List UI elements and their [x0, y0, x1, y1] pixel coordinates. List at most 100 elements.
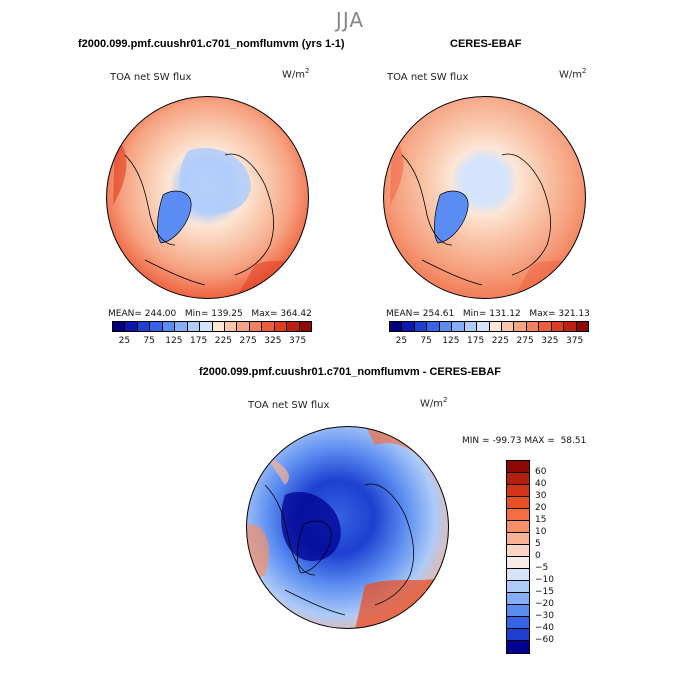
colorbar-swatch — [262, 322, 275, 331]
panel3-units: W/m2 — [420, 396, 448, 410]
colorbar-tick-label: 25 — [395, 336, 408, 346]
colorbar-tick-label: 25 — [118, 336, 131, 346]
colorbar-tick-label: 75 — [420, 336, 432, 346]
colorbar-tick-label: −60 — [535, 635, 554, 645]
colorbar-swatch — [274, 322, 288, 331]
panel1-greenland — [157, 191, 192, 243]
colorbar-swatch — [539, 322, 552, 331]
colorbar-swatch — [224, 322, 238, 331]
colorbar-tick-label: 0 — [535, 551, 541, 561]
colorbar-tick-label: 60 — [535, 467, 547, 477]
colorbar-tick-label: 125 — [165, 336, 183, 346]
colorbar-swatch — [200, 322, 213, 331]
difference-title: f2000.099.pmf.cuushr01.c701_nomflumvm - … — [199, 366, 501, 378]
colorbar-swatch — [564, 322, 577, 331]
colorbar-tick-label: 125 — [442, 336, 460, 346]
colorbar-swatch — [507, 509, 529, 521]
panel2-greenland — [434, 191, 469, 243]
colorbar-tick-label: −10 — [535, 575, 554, 585]
panel1-variable: TOA net SW flux — [110, 72, 192, 83]
colorbar-swatch — [125, 322, 138, 331]
colorbar-tick-label: 40 — [535, 479, 547, 489]
colorbar-swatch — [507, 545, 529, 557]
colorbar-swatch — [187, 322, 201, 331]
colorbar-tick-label: 325 — [541, 336, 559, 346]
panel3-map — [246, 426, 449, 629]
panel3-dark-anomaly — [281, 491, 341, 561]
colorbar-tick-label: 15 — [535, 515, 547, 525]
colorbar-swatch — [507, 617, 529, 629]
colorbar-tick-label: 175 — [190, 336, 208, 346]
colorbar-tick-label: 275 — [239, 336, 257, 346]
colorbar-swatch — [507, 605, 529, 617]
colorbar-tick-label: 275 — [516, 336, 534, 346]
panel2-colorbar-ticks: 25 75 125 175 225 275 325 375 — [389, 336, 587, 348]
colorbar-swatch — [507, 461, 529, 473]
panel2-map — [383, 96, 586, 299]
colorbar-tick-label: −40 — [535, 623, 554, 633]
panel2-stats: MEAN= 254.61 Min= 131.12 Max= 321.13 — [386, 309, 590, 319]
colorbar-swatch — [477, 322, 490, 331]
colorbar-swatch — [402, 322, 415, 331]
colorbar-tick-label: 30 — [535, 491, 547, 501]
colorbar-swatch — [507, 581, 529, 593]
colorbar-swatch — [464, 322, 478, 331]
colorbar-tick-label: −30 — [535, 611, 554, 621]
panel3-stats: MIN = -99.73 MAX = 58.51 — [462, 436, 587, 446]
colorbar-swatch — [299, 322, 311, 331]
colorbar-swatch — [501, 322, 515, 331]
panel1-units: W/m2 — [282, 67, 310, 81]
panel1-title: f2000.099.pmf.cuushr01.c701_nomflumvm (y… — [78, 38, 345, 50]
colorbar-swatch — [287, 322, 300, 331]
colorbar-tick-label: 225 — [214, 336, 232, 346]
colorbar-tick-label: 225 — [491, 336, 509, 346]
colorbar-swatch — [507, 497, 529, 509]
panel2-title: CERES-EBAF — [450, 38, 522, 50]
colorbar-swatch — [507, 521, 529, 533]
colorbar-swatch — [507, 557, 529, 569]
season-title: JJA — [335, 8, 365, 32]
colorbar-tick-label: 20 — [535, 503, 547, 513]
colorbar-swatch — [162, 322, 176, 331]
colorbar-swatch — [452, 322, 465, 331]
colorbar-tick-label: −15 — [535, 587, 554, 597]
colorbar-tick-label: 10 — [535, 527, 547, 537]
panel3-colorbar — [506, 460, 530, 654]
panel1-colorbar-ticks: 25 75 125 175 225 275 325 375 — [112, 336, 310, 348]
panel1-stats: MEAN= 244.00 Min= 139.25 Max= 364.42 — [108, 309, 312, 319]
colorbar-swatch — [507, 629, 529, 641]
colorbar-tick-label: 5 — [535, 539, 541, 549]
colorbar-swatch — [414, 322, 428, 331]
colorbar-swatch — [427, 322, 440, 331]
panel1-colorbar — [112, 321, 312, 332]
colorbar-swatch — [507, 641, 529, 653]
panel3-variable: TOA net SW flux — [248, 400, 330, 411]
colorbar-swatch — [576, 322, 588, 331]
colorbar-swatch — [237, 322, 250, 331]
colorbar-swatch — [507, 485, 529, 497]
colorbar-swatch — [390, 322, 403, 331]
colorbar-swatch — [439, 322, 453, 331]
colorbar-swatch — [507, 533, 529, 545]
panel3-colorbar-labels: 60 40 30 20 15 10 5 0 −5 −10 −15 −20 −30 −40 −60 — [535, 460, 565, 652]
colorbar-swatch — [249, 322, 263, 331]
panel2-units: W/m2 — [559, 67, 587, 81]
colorbar-swatch — [212, 322, 225, 331]
colorbar-swatch — [514, 322, 527, 331]
panel1-ice-field — [179, 148, 251, 214]
colorbar-tick-label: 75 — [143, 336, 155, 346]
colorbar-tick-label: −20 — [535, 599, 554, 609]
colorbar-swatch — [137, 322, 151, 331]
colorbar-swatch — [175, 322, 188, 331]
panel1-map — [106, 96, 309, 299]
colorbar-swatch — [526, 322, 540, 331]
colorbar-tick-label: 375 — [289, 336, 307, 346]
panel2-variable: TOA net SW flux — [387, 72, 469, 83]
colorbar-swatch — [507, 593, 529, 605]
colorbar-swatch — [507, 569, 529, 581]
colorbar-tick-label: 325 — [264, 336, 282, 346]
colorbar-swatch — [113, 322, 126, 331]
colorbar-swatch — [507, 473, 529, 485]
colorbar-swatch — [489, 322, 502, 331]
